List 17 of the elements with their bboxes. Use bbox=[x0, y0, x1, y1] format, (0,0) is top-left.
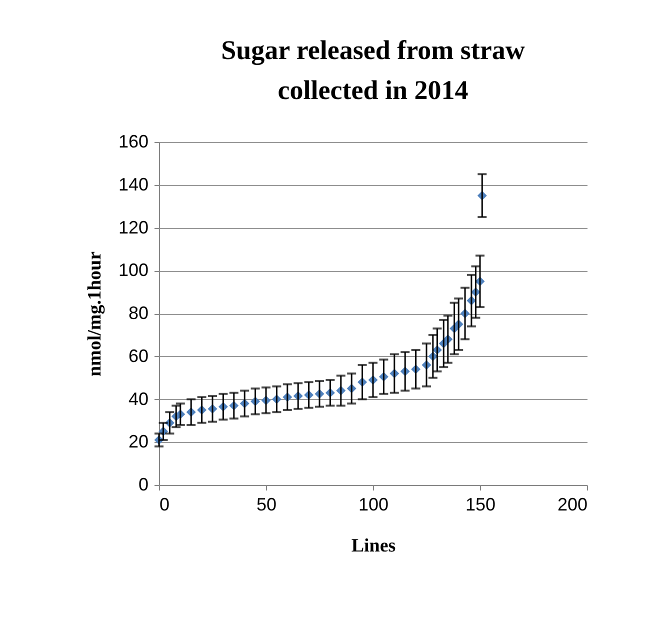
y-tick-label: 160 bbox=[118, 132, 148, 152]
y-axis-title: nmol/mg.1hour bbox=[84, 250, 106, 377]
x-axis-title: Lines bbox=[351, 536, 396, 556]
y-tick-label: 0 bbox=[138, 474, 148, 494]
x-tick-label: 0 bbox=[160, 494, 170, 514]
y-tick-label: 120 bbox=[118, 217, 148, 238]
x-tick-label: 100 bbox=[358, 494, 389, 514]
y-tick-label: 100 bbox=[118, 260, 148, 280]
y-tick-label: 20 bbox=[128, 432, 148, 452]
x-tick-label: 50 bbox=[256, 494, 277, 514]
x-tick-label: 200 bbox=[557, 494, 588, 514]
y-tick-label: 140 bbox=[118, 174, 148, 194]
y-tick-label: 80 bbox=[128, 303, 148, 323]
y-tick-label: 40 bbox=[128, 388, 148, 409]
chart-title: Sugar released from straw collected in 2014 bbox=[221, 35, 526, 105]
x-tick-label: 150 bbox=[465, 494, 496, 514]
y-tick-label: 60 bbox=[128, 346, 148, 366]
